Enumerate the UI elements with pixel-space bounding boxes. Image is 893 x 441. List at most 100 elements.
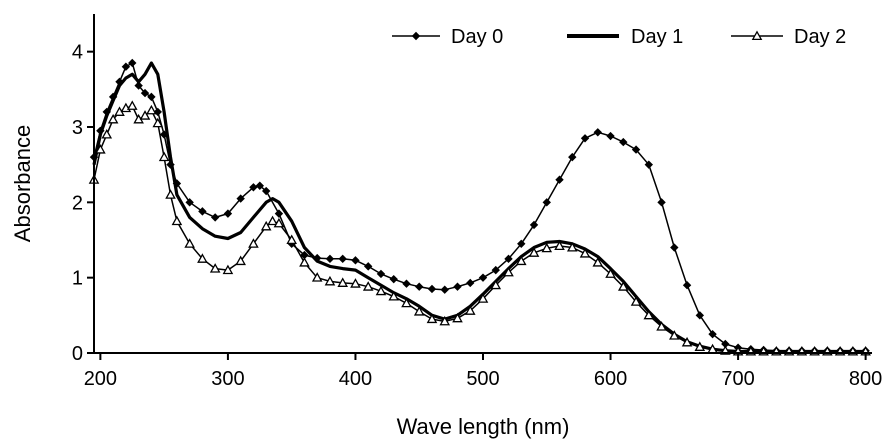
data-point-day-0 bbox=[210, 213, 220, 222]
legend-item-day-2: Day 2 bbox=[731, 26, 846, 48]
data-point-day-2 bbox=[152, 117, 164, 128]
data-point-day-2 bbox=[286, 234, 297, 245]
data-point-day-2 bbox=[464, 305, 476, 315]
x-tick-label: 500 bbox=[466, 368, 499, 390]
data-point-day-0 bbox=[121, 62, 131, 71]
data-point-day-0 bbox=[721, 339, 730, 349]
data-point-day-0 bbox=[140, 88, 150, 98]
data-point-day-0 bbox=[351, 256, 360, 265]
data-point-day-2 bbox=[209, 263, 221, 273]
legend: Day 0 Day 1 Day 2 bbox=[392, 26, 846, 48]
data-point-day-2 bbox=[643, 309, 655, 320]
data-point-day-0 bbox=[606, 131, 615, 141]
data-point-day-0 bbox=[517, 239, 526, 248]
data-point-day-2 bbox=[541, 242, 553, 253]
data-point-day-0 bbox=[453, 282, 462, 291]
data-point-day-2 bbox=[324, 275, 336, 286]
data-point-day-2 bbox=[426, 313, 438, 324]
x-tick-label: 700 bbox=[721, 368, 754, 390]
data-point-day-2 bbox=[605, 268, 616, 278]
data-point-day-2 bbox=[235, 255, 246, 266]
data-point-day-2 bbox=[375, 285, 387, 296]
data-point-day-2 bbox=[260, 220, 272, 231]
data-point-day-2 bbox=[107, 113, 119, 124]
data-point-day-2 bbox=[267, 215, 278, 226]
data-point-day-0 bbox=[172, 179, 182, 188]
legend-label-day-2: Day 2 bbox=[794, 26, 846, 48]
data-point-day-2 bbox=[413, 306, 425, 316]
data-point-day-0 bbox=[593, 128, 602, 137]
data-point-day-0 bbox=[478, 273, 488, 282]
data-point-day-2 bbox=[528, 247, 540, 257]
y-tick-label: 4 bbox=[72, 42, 83, 64]
data-point-day-0 bbox=[236, 194, 245, 203]
data-point-day-0 bbox=[338, 254, 347, 264]
data-point-day-0 bbox=[555, 175, 564, 184]
data-point-day-0 bbox=[427, 284, 437, 294]
y-tick-label: 2 bbox=[72, 192, 83, 214]
data-point-day-2 bbox=[197, 253, 208, 263]
y-tick-label: 3 bbox=[72, 117, 83, 139]
data-point-day-0 bbox=[147, 92, 156, 102]
data-point-day-2 bbox=[669, 330, 680, 340]
data-point-day-0 bbox=[134, 81, 143, 90]
x-axis-title: Wave length (nm) bbox=[397, 414, 570, 439]
data-point-day-2 bbox=[477, 293, 489, 303]
x-tick-label: 800 bbox=[849, 368, 882, 390]
data-point-day-0 bbox=[223, 209, 233, 218]
data-point-day-0 bbox=[657, 198, 666, 207]
series-day-2 bbox=[88, 100, 871, 356]
data-point-day-2 bbox=[139, 110, 151, 120]
data-point-day-2 bbox=[184, 238, 195, 248]
data-point-day-2 bbox=[248, 238, 259, 248]
legend-marker-day-0 bbox=[411, 31, 421, 41]
data-point-day-0 bbox=[466, 278, 475, 288]
data-point-day-0 bbox=[504, 254, 513, 264]
series-line-day-1 bbox=[92, 61, 866, 354]
legend-item-day-0: Day 0 bbox=[392, 26, 503, 48]
data-point-day-2 bbox=[273, 217, 285, 228]
series-day-1 bbox=[92, 61, 866, 354]
data-point-day-2 bbox=[299, 257, 310, 267]
data-point-day-2 bbox=[158, 151, 170, 162]
data-point-day-0 bbox=[128, 58, 137, 68]
data-point-day-2 bbox=[554, 240, 565, 251]
data-point-day-0 bbox=[415, 282, 424, 291]
data-point-day-0 bbox=[670, 243, 679, 252]
data-point-day-2 bbox=[95, 144, 106, 154]
data-point-day-2 bbox=[337, 277, 349, 287]
legend-label-day-1: Day 1 bbox=[631, 26, 683, 48]
y-axis-title: Absorbance bbox=[10, 125, 35, 242]
data-point-day-0 bbox=[274, 209, 284, 218]
data-point-day-2 bbox=[388, 290, 400, 301]
x-tick-label: 300 bbox=[211, 368, 244, 390]
data-point-day-0 bbox=[619, 137, 628, 147]
data-point-day-0 bbox=[255, 181, 265, 190]
legend-label-day-0: Day 0 bbox=[451, 26, 503, 48]
legend-marker-day-2 bbox=[751, 30, 763, 41]
ticks-layer: 200 300 400 500 600 700 800 0 1 2 3 4 bbox=[72, 42, 882, 390]
data-point-day-2 bbox=[311, 272, 323, 282]
data-point-day-0 bbox=[440, 285, 449, 294]
data-point-day-0 bbox=[115, 77, 124, 86]
data-point-day-0 bbox=[568, 152, 577, 162]
data-point-day-2 bbox=[490, 279, 502, 290]
data-point-day-0 bbox=[376, 269, 386, 279]
data-point-day-0 bbox=[491, 265, 500, 275]
data-point-day-2 bbox=[452, 312, 463, 323]
data-point-day-0 bbox=[300, 250, 309, 260]
data-point-day-0 bbox=[708, 329, 717, 339]
x-tick-label: 400 bbox=[339, 368, 372, 390]
data-point-day-2 bbox=[126, 100, 138, 110]
data-point-day-2 bbox=[439, 315, 451, 326]
data-point-day-0 bbox=[364, 262, 373, 271]
data-point-day-0 bbox=[682, 281, 692, 290]
x-tick-label: 200 bbox=[84, 368, 117, 390]
y-tick-label: 0 bbox=[72, 343, 83, 365]
data-point-day-2 bbox=[362, 281, 374, 291]
data-point-day-2 bbox=[630, 296, 642, 306]
data-point-day-2 bbox=[617, 281, 629, 291]
data-point-day-0 bbox=[249, 183, 258, 192]
data-point-day-2 bbox=[350, 278, 361, 288]
